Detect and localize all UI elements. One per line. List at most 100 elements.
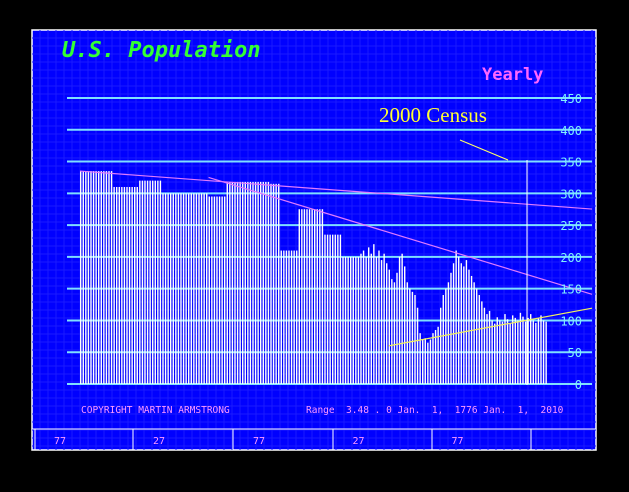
bar bbox=[301, 209, 303, 384]
bar bbox=[440, 307, 442, 384]
bar bbox=[92, 171, 95, 384]
bar bbox=[455, 250, 457, 384]
bar bbox=[499, 320, 501, 384]
bars bbox=[80, 171, 547, 384]
bar bbox=[144, 180, 146, 384]
bar bbox=[365, 256, 367, 384]
bar bbox=[398, 256, 401, 384]
bar bbox=[422, 339, 424, 384]
bar bbox=[332, 234, 334, 384]
bar bbox=[481, 301, 483, 384]
bar bbox=[375, 256, 378, 384]
bar bbox=[404, 266, 406, 384]
trendline bbox=[388, 307, 593, 347]
bar bbox=[149, 180, 151, 384]
bar bbox=[388, 269, 390, 384]
bar bbox=[116, 186, 118, 384]
bar bbox=[303, 209, 306, 384]
bar bbox=[190, 193, 192, 384]
trendline bbox=[208, 176, 593, 295]
x-tick-label: 77 bbox=[253, 436, 265, 447]
bar bbox=[198, 193, 200, 384]
bar bbox=[432, 333, 434, 384]
bar bbox=[134, 186, 136, 384]
bar bbox=[146, 180, 149, 384]
bar bbox=[411, 291, 414, 384]
bar bbox=[386, 263, 388, 384]
bar bbox=[290, 250, 293, 384]
bar bbox=[224, 196, 226, 384]
bar bbox=[234, 181, 236, 384]
bar bbox=[121, 186, 123, 384]
bar bbox=[123, 186, 126, 384]
bar bbox=[437, 326, 439, 384]
bar bbox=[126, 186, 128, 384]
bar bbox=[488, 310, 491, 384]
bar bbox=[414, 295, 416, 384]
x-tick-label: 27 bbox=[353, 436, 365, 447]
bar bbox=[136, 186, 138, 384]
bar bbox=[283, 250, 285, 384]
bar bbox=[496, 317, 498, 384]
bar bbox=[391, 279, 393, 384]
bar bbox=[244, 181, 246, 384]
bar bbox=[542, 320, 545, 384]
bar bbox=[252, 181, 254, 384]
bar bbox=[478, 295, 480, 384]
bar bbox=[540, 315, 542, 384]
bar bbox=[226, 181, 228, 384]
bar bbox=[306, 209, 308, 384]
bar bbox=[396, 272, 398, 384]
bar bbox=[504, 314, 506, 384]
bar bbox=[200, 193, 203, 384]
y-tick-label: 250 bbox=[560, 219, 582, 233]
y-tick-label: 400 bbox=[560, 124, 582, 138]
bar bbox=[321, 209, 324, 384]
bar bbox=[442, 295, 444, 384]
bar bbox=[249, 181, 252, 384]
bar bbox=[530, 314, 532, 384]
y-tick-label: 200 bbox=[560, 251, 582, 265]
bar bbox=[206, 193, 208, 384]
bar bbox=[275, 183, 277, 384]
bar bbox=[465, 260, 468, 384]
y-tick-label: 150 bbox=[560, 283, 582, 297]
bar bbox=[316, 209, 318, 384]
bar bbox=[473, 282, 475, 384]
bar bbox=[257, 181, 259, 384]
bar bbox=[80, 171, 82, 384]
bar bbox=[434, 329, 437, 384]
period-label: Yearly bbox=[482, 65, 543, 85]
y-tick-label: 50 bbox=[568, 346, 582, 360]
copyright-text: COPYRIGHT MARTIN ARMSTRONG bbox=[81, 405, 230, 416]
bar bbox=[491, 320, 493, 384]
bar bbox=[280, 250, 282, 384]
bar bbox=[401, 253, 403, 384]
bar bbox=[82, 171, 84, 384]
bar bbox=[105, 171, 108, 384]
bar bbox=[406, 282, 408, 384]
bar bbox=[270, 183, 272, 384]
y-tick-labels: 450 400 350 300 250 200 150 100 50 0 bbox=[560, 92, 582, 392]
bar bbox=[427, 342, 429, 384]
bar bbox=[362, 250, 365, 384]
bar bbox=[172, 193, 174, 384]
bar bbox=[221, 196, 223, 384]
bar bbox=[429, 339, 432, 384]
bar bbox=[535, 322, 537, 384]
bar bbox=[380, 260, 383, 384]
trendline bbox=[79, 170, 593, 210]
y-tick-label: 450 bbox=[560, 92, 582, 106]
bar bbox=[524, 321, 527, 384]
bar bbox=[85, 171, 87, 384]
bar bbox=[483, 307, 486, 384]
chart-title: U.S. Population bbox=[62, 38, 261, 63]
bar bbox=[424, 338, 426, 384]
trendlines bbox=[79, 170, 593, 347]
bar bbox=[308, 209, 311, 384]
bar bbox=[229, 181, 231, 384]
bar bbox=[347, 256, 349, 384]
bar bbox=[260, 181, 262, 384]
bar bbox=[506, 319, 509, 384]
